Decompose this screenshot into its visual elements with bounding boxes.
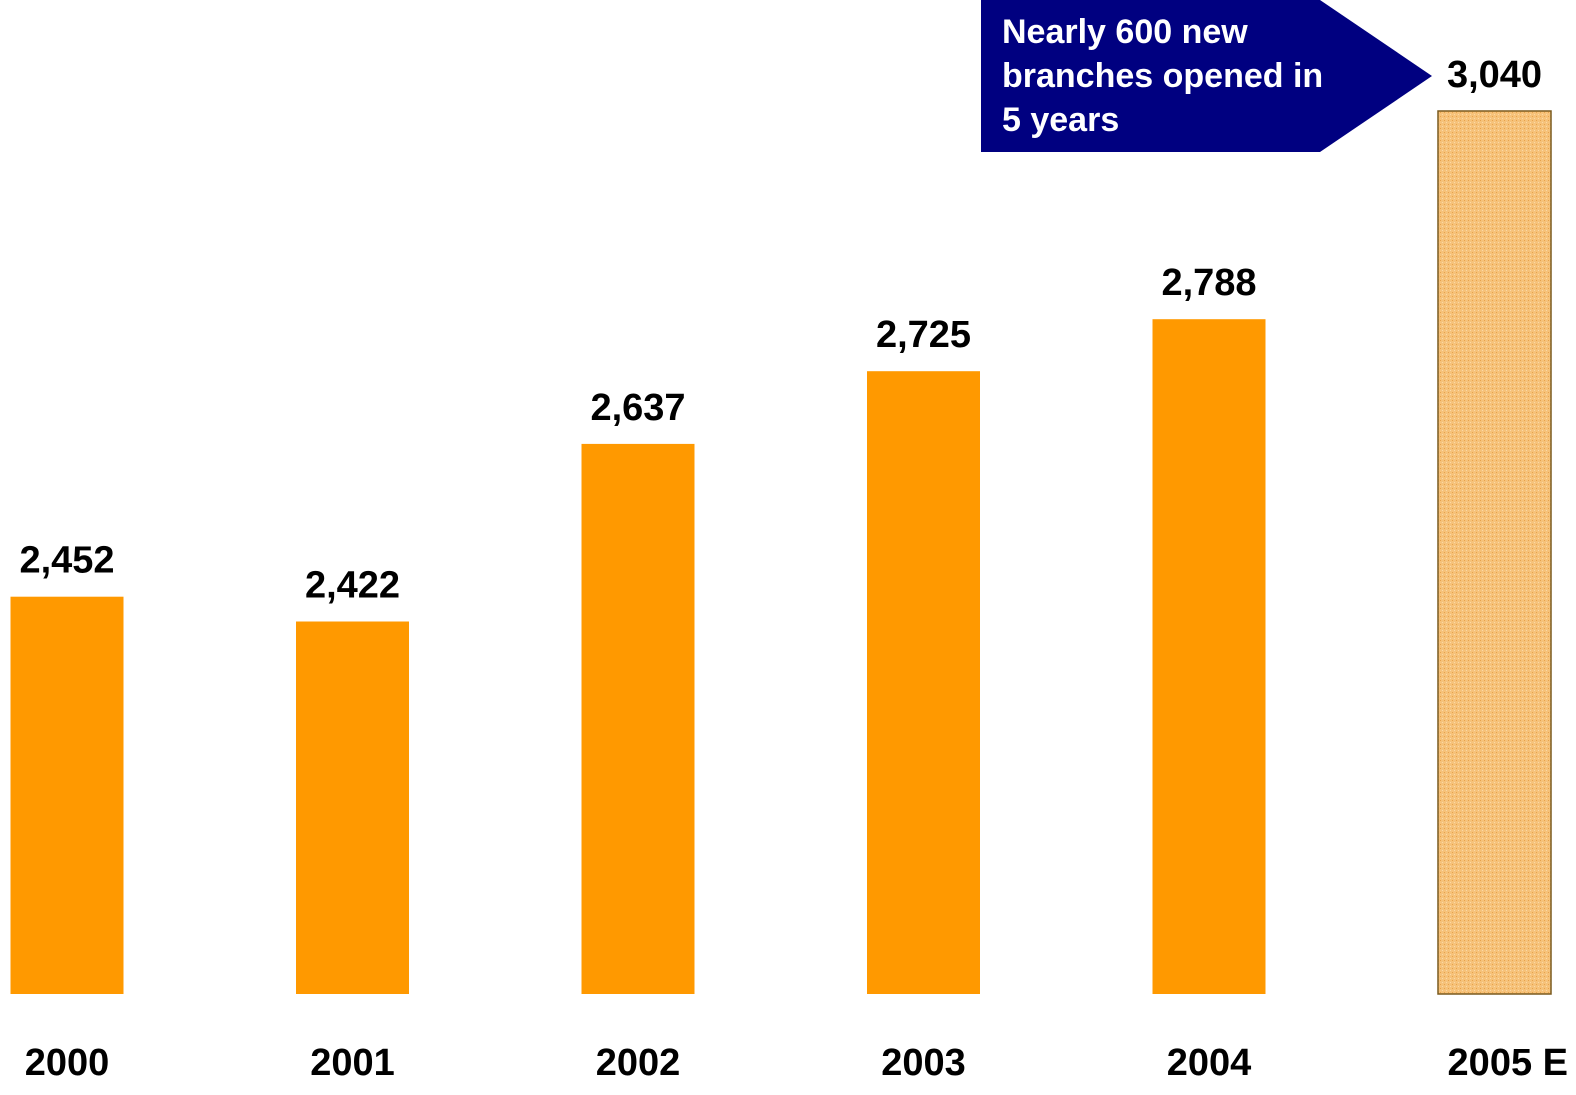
value-labels: 2,452 2,422 2,637 2,725 2,788 3,040 bbox=[19, 54, 1542, 607]
value-label-2001: 2,422 bbox=[305, 565, 400, 607]
bar-2000 bbox=[10, 596, 124, 994]
category-label-2003: 2003 bbox=[881, 1042, 966, 1084]
category-label-2002: 2002 bbox=[596, 1042, 681, 1084]
bar-2004 bbox=[1152, 319, 1266, 994]
value-label-2003: 2,725 bbox=[876, 314, 971, 356]
value-label-2000: 2,452 bbox=[19, 540, 114, 582]
value-label-2004: 2,788 bbox=[1161, 262, 1256, 304]
bars bbox=[10, 110, 1552, 995]
category-labels: 2000 2001 2002 2003 2004 2005 E bbox=[25, 1042, 1568, 1084]
category-label-2001: 2001 bbox=[310, 1042, 395, 1084]
callout-line-2: branches opened in bbox=[1002, 57, 1324, 95]
bar-2001 bbox=[296, 621, 409, 994]
bar-2002 bbox=[581, 443, 695, 994]
category-label-2005-e: 2005 E bbox=[1448, 1042, 1568, 1084]
callout-text: Nearly 600 new branches opened in 5 year… bbox=[1002, 10, 1382, 142]
category-label-2004: 2004 bbox=[1167, 1042, 1252, 1084]
callout-line-3: 5 years bbox=[1002, 101, 1120, 139]
callout-arrow bbox=[981, 0, 1432, 152]
value-label-2005-e: 3,040 bbox=[1447, 54, 1542, 96]
value-label-2002: 2,637 bbox=[590, 387, 685, 429]
bar-2003 bbox=[867, 371, 980, 994]
bar-2005-e bbox=[1437, 110, 1552, 995]
category-label-2000: 2000 bbox=[25, 1042, 110, 1084]
callout-line-1: Nearly 600 new bbox=[1002, 13, 1248, 51]
